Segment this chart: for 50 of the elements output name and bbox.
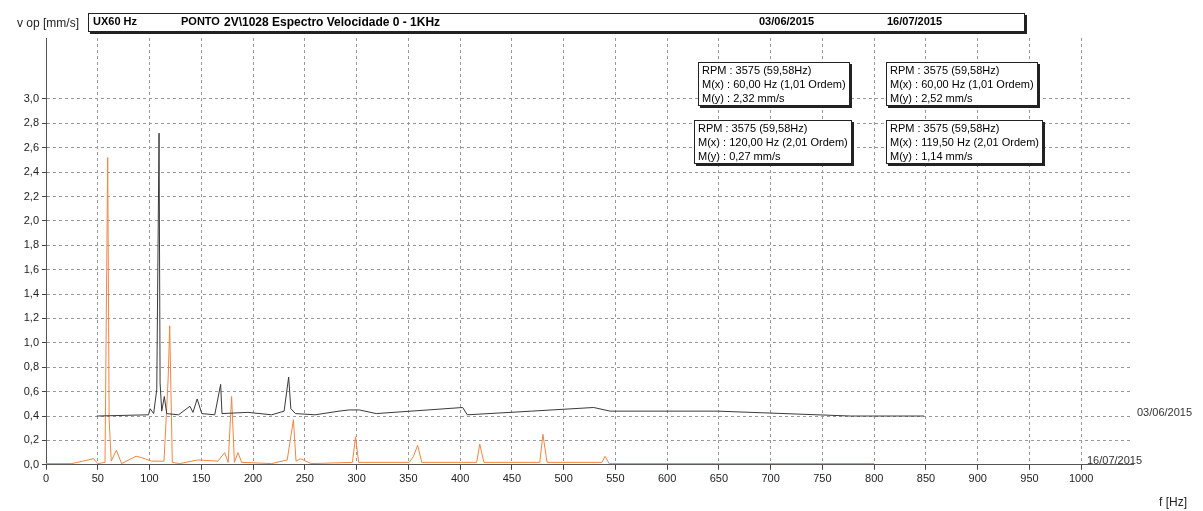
- x-tick-label: 500: [554, 472, 573, 485]
- y-tick-label: 1,0: [23, 335, 39, 348]
- y-tick-label: 2,2: [23, 189, 39, 202]
- x-tick-label: 550: [606, 472, 625, 485]
- y-tick-label: 1,2: [23, 311, 39, 324]
- text: 03/06/2015: [759, 15, 815, 27]
- x-tick-label: 350: [399, 472, 418, 485]
- x-tick-label: 400: [450, 472, 470, 485]
- x-tick-label: 150: [192, 472, 211, 485]
- y-tick-label: 2,0: [23, 213, 39, 226]
- annotation: RPM : 3575 (59,58Hz) M(x) : 120,00 Hz (2,01 Ordem) M(y) : 0,27 mm/s: [694, 120, 852, 164]
- text: PONTO: [181, 15, 220, 27]
- x-tick-label: 950: [1020, 472, 1039, 485]
- text: 03/06/2015: [1137, 406, 1193, 419]
- y-tick-label: 1,4: [23, 287, 39, 300]
- chart-subtitle: UX60 Hz: [93, 15, 138, 27]
- annotation: RPM : 3575 (59,58Hz) M(x) : 119,50 Hz (2,01 Ordem) M(y) : 1,14 mm/s: [886, 120, 1043, 164]
- x-tick-label: 850: [916, 472, 936, 485]
- x-tick-label: 750: [813, 472, 832, 485]
- x-axis-title: f [Hz]: [1158, 495, 1187, 509]
- y-axis-title: v op [mm/s]: [17, 16, 80, 30]
- x-tick-label: 600: [657, 472, 677, 485]
- x-tick-label: 800: [865, 472, 884, 485]
- x-tick-label: 50: [91, 472, 104, 485]
- y-tick-label: 0,0: [23, 457, 39, 470]
- annotation: RPM : 3575 (59,58Hz) M(x) : 60,00 Hz (1,01 Ordem) M(y) : 2,32 mm/s: [698, 62, 850, 106]
- y-tick-label: 1,8: [23, 238, 39, 251]
- chart-title: 2V\1028 Espectro Velocidade 0 - 1KHz: [224, 15, 441, 29]
- x-tick-label: 650: [709, 472, 729, 485]
- y-tick-label: 0,8: [23, 360, 39, 373]
- y-tick-label: 0,2: [23, 433, 39, 446]
- x-tick-label: 200: [243, 472, 263, 485]
- y-tick-label: 2,6: [23, 140, 39, 153]
- x-tick-label: 300: [347, 472, 366, 485]
- annotation: RPM : 3575 (59,58Hz) M(x) : 60,00 Hz (1,01 Ordem) M(y) : 2,52 mm/s: [886, 62, 1038, 106]
- text: 16/07/2015: [1087, 453, 1143, 466]
- y-tick-label: 1,6: [23, 262, 39, 275]
- y-tick-label: 0,4: [23, 409, 39, 422]
- y-tick-label: 0,6: [23, 384, 39, 397]
- text: 16/07/2015: [887, 15, 943, 27]
- x-tick-label: 900: [968, 472, 987, 485]
- x-tick-label: 0: [42, 472, 50, 485]
- x-tick-label: 100: [140, 472, 159, 485]
- y-tick-label: 2,4: [23, 165, 39, 178]
- x-tick-label: 250: [295, 472, 314, 485]
- x-tick-label: 1000: [1069, 472, 1094, 485]
- y-tick-label: 3,0: [23, 92, 39, 104]
- x-tick-label: 450: [502, 472, 522, 485]
- y-tick-label: 2,8: [23, 116, 39, 129]
- x-tick-label: 700: [761, 472, 780, 485]
